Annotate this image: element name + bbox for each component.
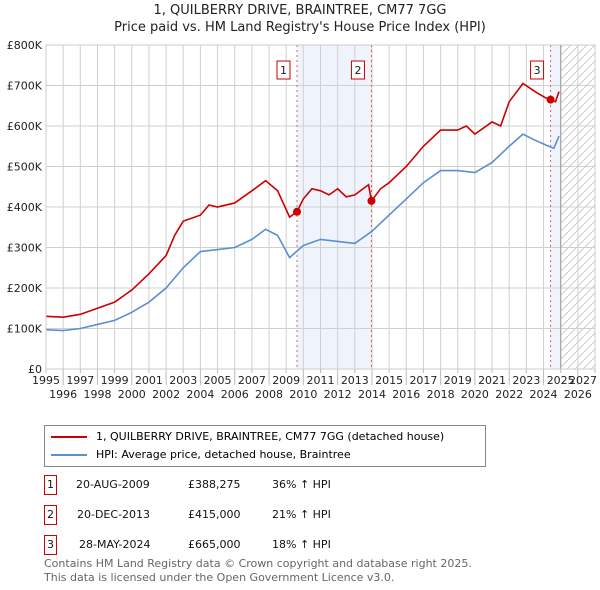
x-tick-label: 2007 xyxy=(238,374,266,387)
sale-hpi: 18% ↑ HPI xyxy=(272,538,331,551)
x-tick-label: 2026 xyxy=(564,388,592,401)
legend-item-property: 1, QUILBERRY DRIVE, BRAINTREE, CM77 7GG … xyxy=(51,430,444,444)
x-tick-label: 2006 xyxy=(221,388,249,401)
footer: Contains HM Land Registry data © Crown c… xyxy=(44,557,472,585)
x-tick-label: 1996 xyxy=(49,388,77,401)
title-line: 1, QUILBERRY DRIVE, BRAINTREE, CM77 7GG xyxy=(153,3,447,18)
sale-label-box xyxy=(530,60,545,80)
subtitle-line: Price paid vs. HM Land Registry's House … xyxy=(114,20,486,35)
sale-marker-label: 3 xyxy=(44,535,57,555)
x-tick-label: 2022 xyxy=(495,388,523,401)
legend-swatch-blue xyxy=(51,454,87,456)
sale-price: £415,000 xyxy=(188,508,241,521)
x-tick-label: 1999 xyxy=(101,374,129,387)
y-tick-label: £300K xyxy=(7,242,43,255)
x-tick-label: 2004 xyxy=(186,388,214,401)
x-tick-label: 2011 xyxy=(307,374,335,387)
x-tick-label: 2023 xyxy=(512,374,540,387)
footer-line: Contains HM Land Registry data © Crown c… xyxy=(44,557,472,570)
x-tick-label: 2002 xyxy=(152,388,180,401)
footer-line: This data is licensed under the Open Gov… xyxy=(44,571,395,584)
x-tick-label: 2021 xyxy=(478,374,506,387)
price-chart: 1995199619971998199920002001200220032004… xyxy=(7,39,597,401)
table-row: 3 28-MAY-2024 £665,000 18% ↑ HPI xyxy=(44,535,444,555)
y-tick-label: £500K xyxy=(7,161,43,174)
sale-label-box xyxy=(276,60,291,80)
x-tick-label: 1995 xyxy=(32,374,60,387)
x-tick-label: 2012 xyxy=(324,388,352,401)
x-tick-label: 2018 xyxy=(427,388,455,401)
sale-date: 28-MAY-2024 xyxy=(79,538,151,551)
x-tick-label: 2005 xyxy=(204,374,232,387)
y-tick-label: £200K xyxy=(7,282,43,295)
sale-point xyxy=(546,95,555,104)
legend: 1, QUILBERRY DRIVE, BRAINTREE, CM77 7GG … xyxy=(44,425,486,467)
legend-item-hpi: HPI: Average price, detached house, Brai… xyxy=(51,448,351,462)
x-tick-label: 1997 xyxy=(66,374,94,387)
series-line xyxy=(45,82,560,318)
x-tick-label: 2017 xyxy=(409,374,437,387)
sale-marker-label: 1 xyxy=(44,475,57,495)
x-tick-label: 2013 xyxy=(341,374,369,387)
sale-date: 20-AUG-2009 xyxy=(76,478,150,491)
series-line xyxy=(45,133,560,332)
table-row: 2 20-DEC-2013 £415,000 21% ↑ HPI xyxy=(44,505,444,525)
x-tick-label: 2010 xyxy=(289,388,317,401)
x-tick-label: 2016 xyxy=(392,388,420,401)
x-tick-label: 2014 xyxy=(358,388,386,401)
sale-point xyxy=(292,207,301,216)
x-tick-label: 2015 xyxy=(375,374,403,387)
x-tick-label: 2025 xyxy=(547,374,575,387)
x-tick-label: 2003 xyxy=(169,374,197,387)
legend-swatch-red xyxy=(51,436,87,438)
plot-frame xyxy=(45,44,596,370)
sale-price: £388,275 xyxy=(188,478,241,491)
y-tick-label: £800K xyxy=(7,39,43,52)
sale-price: £665,000 xyxy=(188,538,241,551)
y-tick-label: £100K xyxy=(7,323,43,336)
sale-hpi: 21% ↑ HPI xyxy=(272,508,331,521)
x-tick-label: 1998 xyxy=(83,388,111,401)
x-tick-label: 2024 xyxy=(530,388,558,401)
legend-label: 1, QUILBERRY DRIVE, BRAINTREE, CM77 7GG … xyxy=(96,430,445,443)
x-tick-label: 2019 xyxy=(444,374,472,387)
sale-label: 2 xyxy=(354,64,361,77)
legend-label: HPI: Average price, detached house, Brai… xyxy=(96,448,351,461)
x-tick-label: 2027 xyxy=(569,374,597,387)
sale-label: 3 xyxy=(534,64,541,77)
table-row: 1 20-AUG-2009 £388,275 36% ↑ HPI xyxy=(44,475,444,495)
y-tick-label: £600K xyxy=(7,120,43,133)
sale-point xyxy=(367,196,376,205)
x-tick-label: 2009 xyxy=(272,374,300,387)
sale-label: 1 xyxy=(280,64,287,77)
y-tick-label: £700K xyxy=(7,80,43,93)
x-tick-label: 2008 xyxy=(255,388,283,401)
chart-title: 1, QUILBERRY DRIVE, BRAINTREE, CM77 7GG P… xyxy=(0,2,600,36)
sale-marker-label: 2 xyxy=(44,505,57,525)
x-tick-label: 2000 xyxy=(118,388,146,401)
y-tick-label: £400K xyxy=(7,201,43,214)
x-tick-label: 2001 xyxy=(135,374,163,387)
y-tick-label: £0 xyxy=(28,363,42,376)
sale-label-box xyxy=(350,60,365,80)
x-tick-label: 2020 xyxy=(461,388,489,401)
sale-hpi: 36% ↑ HPI xyxy=(272,478,331,491)
sale-date: 20-DEC-2013 xyxy=(77,508,151,521)
